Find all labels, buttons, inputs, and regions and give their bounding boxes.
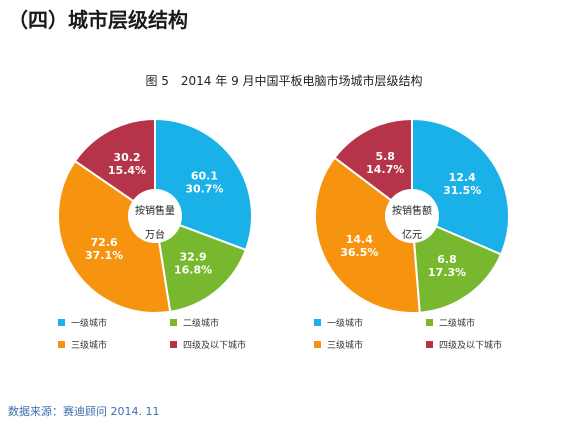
legend-item-tier2: 二级城市 bbox=[170, 316, 219, 329]
legend-swatch-tier3 bbox=[314, 341, 321, 348]
legend-label: 四级及以下城市 bbox=[439, 341, 503, 351]
volume-slice-tier4 bbox=[73, 117, 156, 218]
legend-item-tier4: 四级及以下城市 bbox=[426, 338, 502, 351]
volume-center-label: 按销售量 bbox=[135, 204, 175, 217]
legend-item-tier1: 一级城市 bbox=[58, 316, 107, 329]
revenue-slice-tier3 bbox=[314, 156, 421, 314]
legend-label: 三级城市 bbox=[71, 341, 108, 351]
volume-slice-tier2 bbox=[153, 214, 248, 313]
revenue-percent-label: 36.5% bbox=[340, 246, 378, 259]
legend-item-tier3: 三级城市 bbox=[314, 338, 363, 351]
volume-percent-label: 16.8% bbox=[174, 264, 212, 277]
revenue-percent-label: 31.5% bbox=[443, 184, 481, 197]
legend-item-tier4: 四级及以下城市 bbox=[170, 338, 246, 351]
legend-label: 一级城市 bbox=[327, 319, 364, 329]
legend-label: 二级城市 bbox=[439, 319, 476, 329]
legend-swatch-tier4 bbox=[426, 341, 433, 348]
volume-center-unit: 万台 bbox=[145, 228, 165, 241]
volume-percent-label: 30.7% bbox=[185, 183, 223, 196]
volume-value-label: 32.9 bbox=[180, 251, 207, 264]
revenue-value-label: 5.8 bbox=[375, 150, 395, 163]
revenue-slice-tier2 bbox=[410, 214, 503, 314]
revenue-center-label: 按销售额 bbox=[392, 204, 432, 217]
figure-caption: 图 5 2014 年 9 月中国平板电脑市场城市层级结构 bbox=[145, 74, 423, 88]
legend-swatch-tier3 bbox=[58, 341, 65, 348]
legend-item-tier3: 三级城市 bbox=[58, 338, 107, 351]
revenue-percent-label: 14.7% bbox=[366, 163, 404, 176]
revenue-percent-label: 17.3% bbox=[428, 266, 466, 279]
legend-swatch-tier1 bbox=[58, 319, 65, 326]
legend-swatch-tier2 bbox=[170, 319, 177, 326]
legend-label: 一级城市 bbox=[71, 319, 108, 329]
volume-value-label: 60.1 bbox=[191, 170, 218, 183]
legend-label: 三级城市 bbox=[327, 341, 364, 351]
revenue-value-label: 6.8 bbox=[437, 253, 457, 266]
legend-swatch-tier2 bbox=[426, 319, 433, 326]
revenue-value-label: 14.4 bbox=[346, 233, 373, 246]
revenue-center-hole bbox=[385, 189, 439, 243]
volume-slice-tier3 bbox=[57, 159, 172, 314]
section-title: （四）城市层级结构 bbox=[8, 8, 188, 32]
data-source: 数据来源：赛迪顾问 2014. 11 bbox=[8, 405, 160, 418]
revenue-slice-tier4 bbox=[333, 117, 413, 219]
legend-label: 四级及以下城市 bbox=[183, 341, 247, 351]
revenue-center-unit: 亿元 bbox=[402, 228, 422, 241]
revenue-value-label: 12.4 bbox=[449, 171, 476, 184]
volume-center-hole bbox=[128, 189, 182, 243]
legend-label: 二级城市 bbox=[183, 319, 220, 329]
volume-value-label: 72.6 bbox=[91, 236, 118, 249]
volume-value-label: 30.2 bbox=[113, 151, 140, 164]
volume-percent-label: 15.4% bbox=[108, 164, 146, 177]
legend-item-tier2: 二级城市 bbox=[426, 316, 475, 329]
legend-item-tier1: 一级城市 bbox=[314, 316, 363, 329]
volume-percent-label: 37.1% bbox=[85, 249, 123, 262]
legend-swatch-tier4 bbox=[170, 341, 177, 348]
legend-swatch-tier1 bbox=[314, 319, 321, 326]
